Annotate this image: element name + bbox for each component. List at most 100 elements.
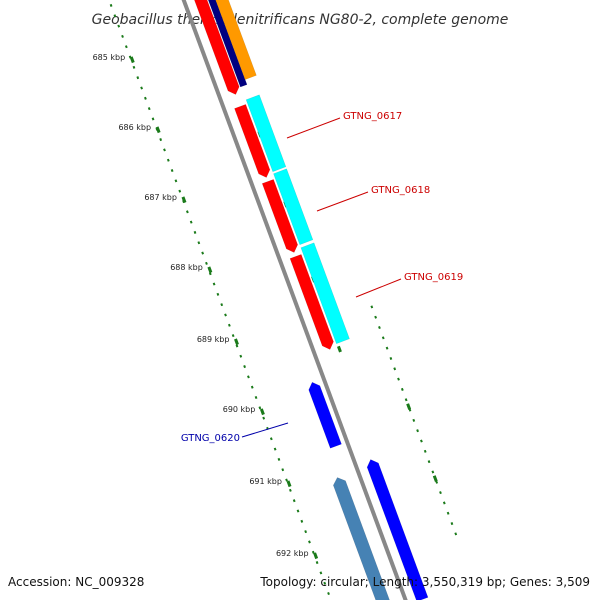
tick-dot-left xyxy=(269,437,273,441)
tick-dot-right xyxy=(400,387,404,391)
tick-dot-left xyxy=(205,261,208,265)
tick-dot-left xyxy=(304,530,308,534)
tick-dot-right xyxy=(435,480,439,484)
gene-blue-bottom xyxy=(366,459,429,600)
tick-dot-left xyxy=(300,519,304,523)
major-tick xyxy=(406,403,412,410)
backbone-line xyxy=(181,0,408,600)
topology-summary: Topology: circular; Length: 3,550,319 bp… xyxy=(259,575,590,589)
accession-text: Accession: NC_009328 xyxy=(8,575,144,589)
major-tick xyxy=(129,56,135,64)
scale-label: 686 kbp xyxy=(118,123,151,132)
gene-labels: GTNG_0617 GTNG_0618 GTNG_0619 GTNG_0620 xyxy=(181,111,463,444)
tick-dot-left xyxy=(117,24,121,28)
tick-dot-left xyxy=(281,468,285,472)
tick-dot-left xyxy=(273,447,277,451)
scale-label: 690 kbp xyxy=(223,405,256,414)
tick-dot-left xyxy=(208,272,212,276)
major-tick xyxy=(234,338,239,346)
label-leader-line xyxy=(355,278,402,298)
scale-ticks: 685 kbp 686 kbp 687 kbp 688 kbp 689 kbp 690 k… xyxy=(93,3,458,596)
tick-dot-right xyxy=(427,460,431,464)
major-tick xyxy=(313,552,319,560)
tick-dot-left xyxy=(166,158,170,162)
label-leader-line xyxy=(241,422,289,438)
tick-dot-right xyxy=(454,532,458,536)
backbone-track xyxy=(181,0,408,600)
tick-dot-left xyxy=(235,344,239,348)
tick-dot-left xyxy=(109,3,113,7)
tick-dot-right xyxy=(450,522,454,526)
tick-dot-left xyxy=(151,117,155,121)
gene-navy-top xyxy=(207,0,248,88)
tick-dot-right xyxy=(416,429,419,433)
scale-label: 689 kbp xyxy=(197,335,230,344)
tick-dot-left xyxy=(189,220,193,224)
scale-label: 685 kbp xyxy=(93,53,126,62)
tick-dot-right xyxy=(385,346,389,350)
tick-dot-left xyxy=(197,241,201,245)
tick-dot-right xyxy=(404,398,408,402)
gene-steelblue-bottom xyxy=(333,477,390,600)
tick-dot-left xyxy=(132,65,136,69)
major-tick xyxy=(337,345,342,353)
scale-label: 687 kbp xyxy=(144,193,177,202)
tick-dot-left xyxy=(140,86,143,90)
tick-dot-left xyxy=(227,323,231,327)
tick-dot-left xyxy=(254,395,258,400)
gene-red-top xyxy=(194,0,240,95)
genome-title: Geobacillus thermodenitrificans NG80-2, … xyxy=(92,12,509,28)
tick-dot-left xyxy=(292,499,296,503)
tick-dot-left xyxy=(147,107,151,111)
tick-dot-left xyxy=(193,230,197,234)
gene-label: GTNG_0620 xyxy=(181,433,240,444)
tick-dot-left xyxy=(121,34,124,38)
tick-dot-right xyxy=(389,356,393,361)
tick-dot-left xyxy=(174,179,178,183)
tick-dot-left xyxy=(258,406,262,410)
tick-dot-right xyxy=(420,439,423,443)
tick-dot-left xyxy=(220,303,224,307)
tick-dot-right xyxy=(442,501,446,505)
tick-dot-left xyxy=(250,385,254,389)
scale-label: 691 kbp xyxy=(249,477,282,486)
gene-orange-top xyxy=(215,0,257,80)
scale-label: 688 kbp xyxy=(170,263,203,272)
tick-dot-left xyxy=(308,540,311,544)
label-leader-line xyxy=(316,191,369,212)
gene-red-0617 xyxy=(234,104,271,178)
tick-dot-left xyxy=(323,581,327,585)
tick-dot-left xyxy=(216,292,220,296)
gene-cyan-0617 xyxy=(245,94,287,173)
tick-dot-left xyxy=(136,76,140,80)
tick-dot-left xyxy=(296,509,300,513)
tick-dot-left xyxy=(277,457,281,461)
tick-dot-left xyxy=(144,96,147,100)
label-leader-line xyxy=(286,117,341,139)
tick-dot-left xyxy=(289,488,292,492)
tick-dot-right xyxy=(374,315,377,319)
tick-dot-left xyxy=(319,571,323,575)
tick-dot-left xyxy=(231,334,235,338)
tick-dot-right xyxy=(397,377,400,381)
gene-label: GTNG_0617 xyxy=(343,111,402,122)
tick-dot-left xyxy=(201,251,205,255)
tick-dot-left xyxy=(239,354,243,358)
tick-dot-left xyxy=(262,416,266,420)
gene-label: GTNG_0618 xyxy=(371,185,430,196)
tick-dot-left xyxy=(327,592,330,596)
major-tick xyxy=(207,266,213,274)
tick-dot-left xyxy=(224,313,227,317)
tick-dot-right xyxy=(393,367,397,371)
tick-dot-left xyxy=(113,14,117,18)
tick-dot-left xyxy=(124,45,128,49)
tick-dot-left xyxy=(163,148,166,152)
gene-red-0618 xyxy=(261,179,298,253)
tick-dot-right xyxy=(378,326,381,330)
tick-dot-left xyxy=(159,138,163,142)
tick-dot-right xyxy=(431,470,435,474)
gene-cyan-0619 xyxy=(300,242,350,345)
tick-dot-right xyxy=(370,305,374,309)
major-tick xyxy=(286,480,292,488)
